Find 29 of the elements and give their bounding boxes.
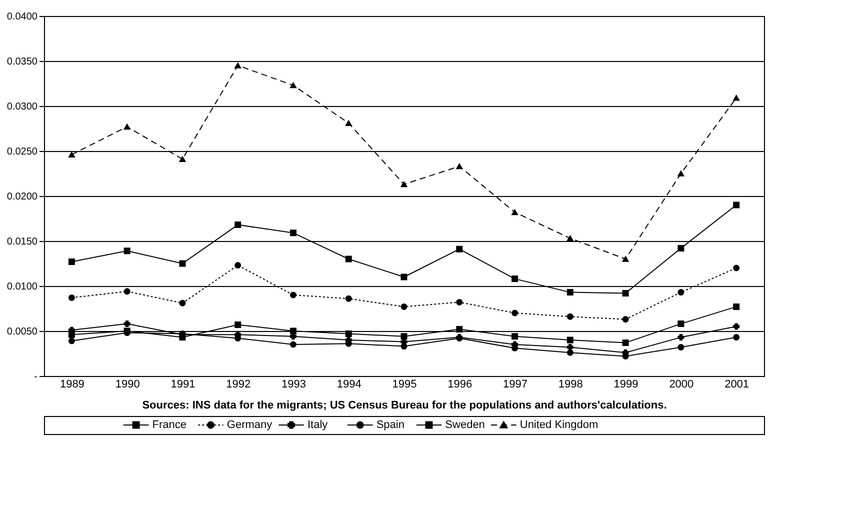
legend-label: France	[152, 419, 186, 431]
legend-label: United Kingdom	[520, 419, 598, 431]
x-tick-label: 1994	[336, 378, 362, 390]
legend-label: Italy	[307, 419, 328, 431]
y-tick-label: 0.0400	[6, 12, 38, 22]
y-tick-label: 0.0100	[6, 282, 38, 292]
legend-label: Spain	[376, 419, 404, 431]
x-tick-label: 1991	[170, 378, 196, 390]
y-tick-label: -	[34, 372, 38, 382]
x-tick-label: 1992	[226, 378, 251, 390]
x-tick-label: 1996	[448, 378, 472, 390]
x-tick-label: 1990	[115, 378, 140, 390]
y-tick-label: 0.0200	[6, 192, 38, 202]
legend-label: Germany	[226, 419, 273, 431]
y-tick-label: 0.0150	[6, 236, 38, 248]
x-tick-label: 2000	[669, 378, 694, 390]
x-tick-label: 1993	[281, 378, 306, 390]
x-tick-label: 1995	[392, 378, 417, 390]
source-note: Sources: INS data for the migrants; US Census Bureau for the populations and authors'calculations.	[142, 400, 667, 412]
y-tick-label: 0.0300	[6, 102, 38, 112]
x-tick-label: 2001	[724, 378, 750, 390]
legend-label: Sweden	[445, 419, 485, 431]
x-tick-label: 1989	[60, 378, 84, 390]
y-tick-label: 0.0050	[6, 326, 38, 338]
x-tick-label: 1998	[558, 378, 583, 390]
y-tick-label: 0.0350	[6, 56, 38, 68]
x-tick-label: 1997	[503, 378, 528, 390]
x-tick-label: 1999	[614, 378, 638, 390]
y-tick-label: 0.0250	[6, 146, 38, 158]
